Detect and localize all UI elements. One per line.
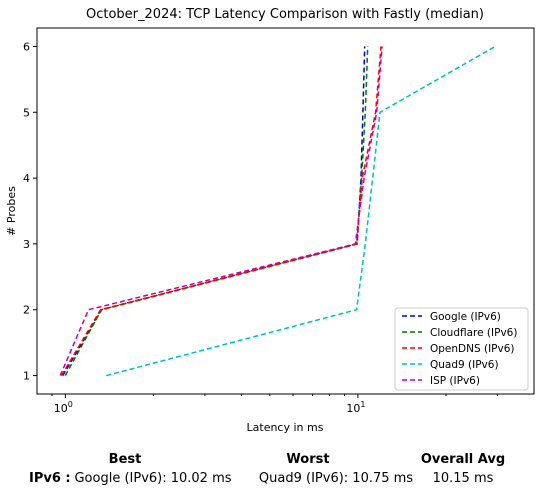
y-tick-label: 6 xyxy=(23,40,30,53)
avg-header: Overall Avg xyxy=(420,452,506,467)
x-tick-label: 100 xyxy=(54,400,73,415)
avg-value: 10.15 ms xyxy=(432,471,494,486)
legend-label: Google (IPv6) xyxy=(430,311,501,323)
series-layer xyxy=(59,45,496,377)
worst-value: Quad9 (IPv6): 10.75 ms xyxy=(258,471,414,486)
plot-frame xyxy=(36,27,535,395)
series-line-google-ipv6 xyxy=(62,46,366,376)
legend-label: ISP (IPv6) xyxy=(430,375,480,387)
best-value: Google (IPv6): 10.02 ms xyxy=(74,471,232,486)
legend: Google (IPv6) Cloudflare (IPv6) OpenDNS (I… xyxy=(394,307,529,391)
chart: 1 2 3 4 5 6 100 101 October_2024: TCP Latency … xyxy=(5,7,535,434)
series-line-quad9-ipv6 xyxy=(106,45,496,377)
y-axis: 1 2 3 4 5 6 xyxy=(23,40,37,383)
y-tick-label: 2 xyxy=(23,304,30,317)
legend-label: Cloudflare (IPv6) xyxy=(430,327,517,339)
x-axis: 100 101 xyxy=(51,394,498,415)
y-tick-label: 3 xyxy=(23,238,30,251)
summary-table: Best Worst Overall Avg IPv6 : Google (IP… xyxy=(0,448,541,496)
legend-label: Quad9 (IPv6) xyxy=(430,359,499,371)
y-tick-label: 4 xyxy=(23,172,30,185)
y-axis-label: # Probes xyxy=(5,186,18,236)
row-label-ipv6: IPv6 : xyxy=(29,471,71,486)
series-line-isp-ipv6 xyxy=(59,46,383,376)
y-tick-label: 1 xyxy=(23,370,30,383)
worst-header: Worst xyxy=(286,452,330,467)
legend-label: OpenDNS (IPv6) xyxy=(430,343,515,355)
best-header: Best xyxy=(108,452,142,467)
x-tick-label: 101 xyxy=(346,400,365,415)
y-tick-label: 5 xyxy=(23,106,30,119)
series-line-opendns-ipv6 xyxy=(60,46,382,376)
x-axis-label: Latency in ms xyxy=(247,421,324,434)
chart-title: October_2024: TCP Latency Comparison wit… xyxy=(86,7,484,22)
series-line-cloudflare-ipv6 xyxy=(64,46,369,376)
legend-box xyxy=(394,307,529,391)
